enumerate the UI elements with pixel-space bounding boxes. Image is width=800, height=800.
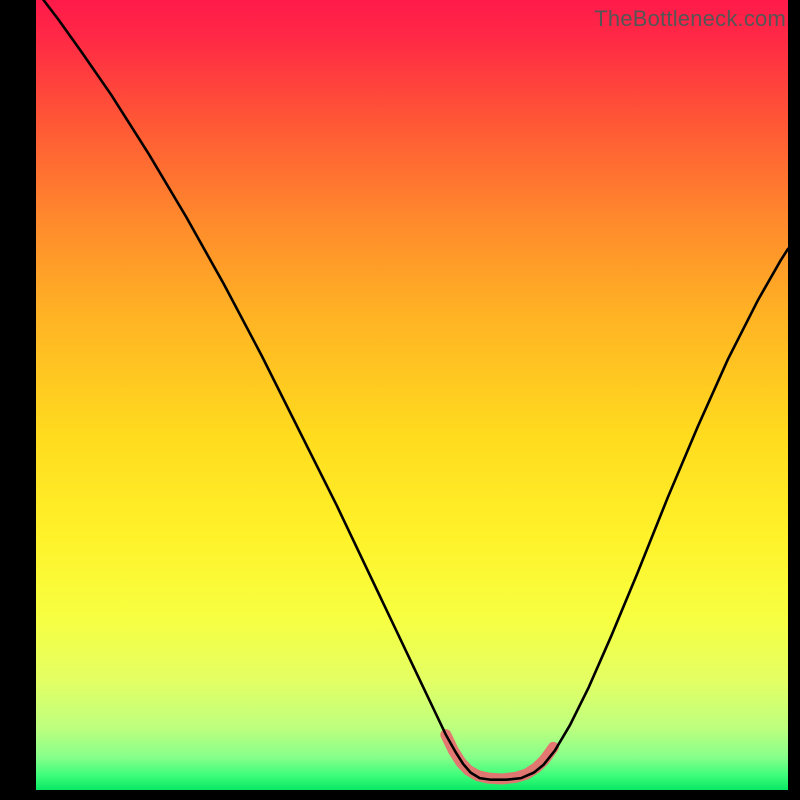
chart-svg [0,0,800,800]
gradient-background [36,0,788,790]
bottleneck-chart: TheBottleneck.com [0,0,800,800]
watermark-text: TheBottleneck.com [594,6,786,32]
